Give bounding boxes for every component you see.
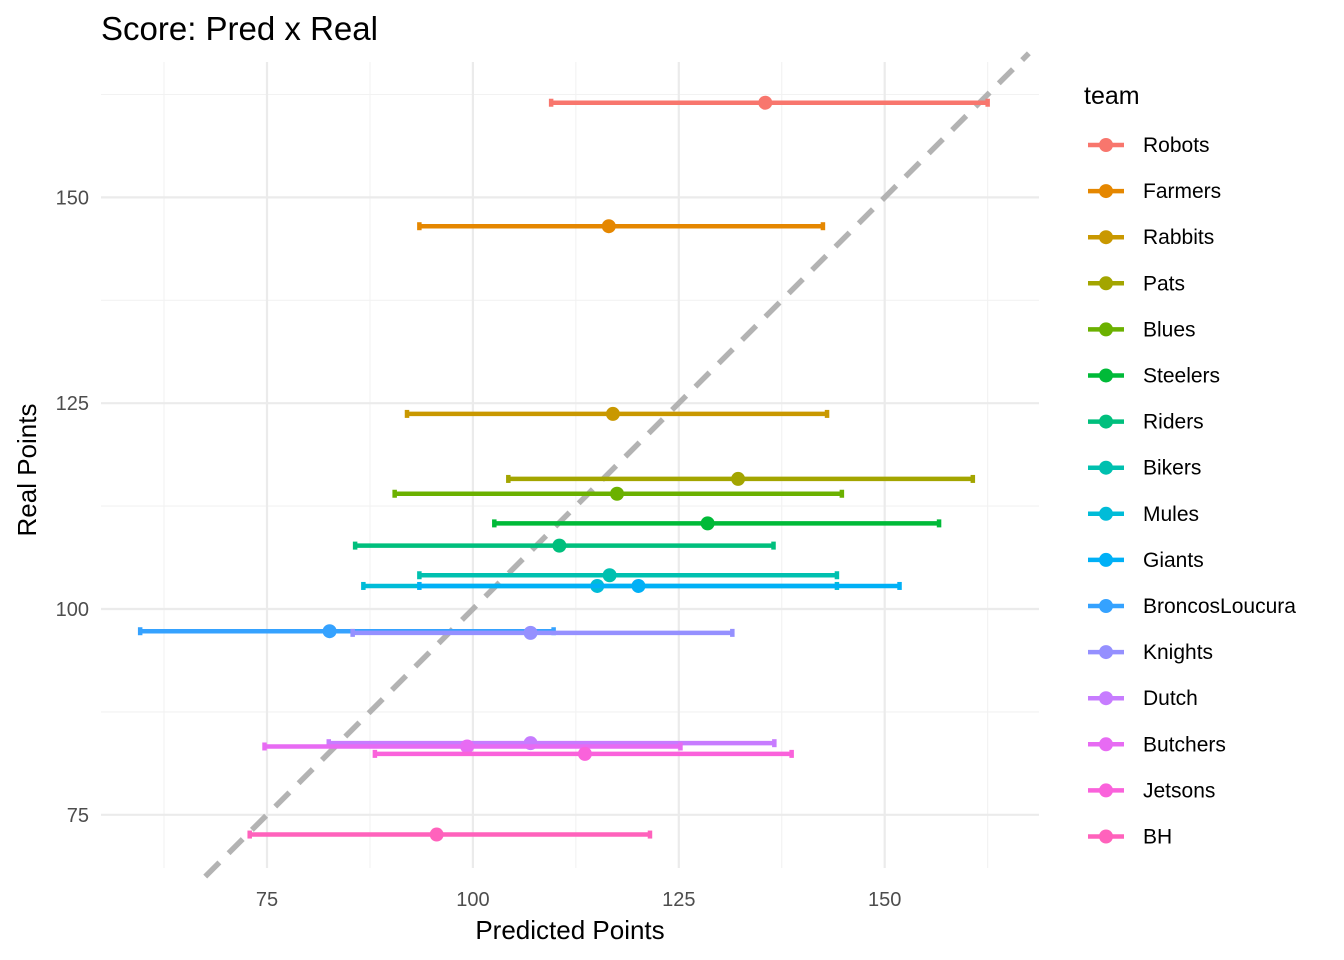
y-axis-title: Real Points [12, 404, 42, 537]
legend-title: team [1084, 82, 1140, 110]
legend-item: Mules [1088, 503, 1199, 526]
legend-item: Robots [1088, 134, 1210, 157]
legend-label: Rabbits [1143, 226, 1214, 249]
x-tick-label: 100 [456, 889, 489, 911]
legend-key-point [1099, 645, 1113, 660]
data-point [429, 827, 444, 842]
series-bh [247, 827, 653, 842]
legend-label: Robots [1143, 134, 1210, 157]
data-point [460, 739, 475, 754]
legend-label: Blues [1143, 318, 1196, 341]
series-jetsons [372, 746, 794, 761]
series-pats [506, 471, 976, 486]
data-point [758, 95, 773, 110]
legend-label: Farmers [1143, 180, 1221, 203]
data-point [700, 516, 715, 531]
legend-key-point [1099, 368, 1113, 383]
gridlines [101, 62, 1039, 868]
legend-item: Pats [1088, 272, 1185, 295]
series-steelers [492, 516, 942, 531]
legend-item: Steelers [1088, 365, 1220, 388]
legend-item: BH [1088, 826, 1172, 849]
x-tick-label: 125 [662, 889, 695, 911]
legend-label: Mules [1143, 503, 1199, 526]
legend-item: Knights [1088, 641, 1213, 664]
data-point [552, 538, 567, 553]
data-point [610, 486, 625, 501]
series-giants [417, 578, 902, 593]
legend-label: Giants [1143, 549, 1204, 572]
legend-key-point [1099, 460, 1113, 475]
legend-item: Dutch [1088, 687, 1198, 710]
legend-key-point [1099, 829, 1113, 844]
series-blues [392, 486, 845, 501]
series-robots [548, 95, 990, 110]
data-point [631, 578, 646, 593]
legend: team Robots Farmers Rabbits Pats Blues Steele… [1084, 82, 1296, 849]
series-knights [350, 625, 735, 640]
y-tick-label: 125 [56, 393, 89, 415]
y-axis: 75 100 125 150 [56, 187, 89, 826]
legend-label: Dutch [1143, 687, 1198, 710]
y-tick-label: 150 [56, 187, 89, 209]
legend-label: Pats [1143, 272, 1185, 295]
reference-line [203, 51, 1031, 879]
series-group [137, 95, 990, 842]
legend-item: Giants [1088, 549, 1204, 572]
series-rabbits [404, 406, 830, 421]
x-tick-label: 150 [868, 889, 901, 911]
data-point [602, 568, 617, 583]
x-axis: 75 100 125 150 [256, 889, 902, 911]
data-point [523, 625, 538, 640]
legend-key-point [1099, 322, 1113, 337]
legend-label: Steelers [1143, 365, 1220, 388]
x-tick-label: 75 [256, 889, 278, 911]
legend-key-point [1099, 783, 1113, 798]
series-butchers [262, 739, 683, 754]
legend-item: Farmers [1088, 180, 1221, 203]
legend-label: Jetsons [1143, 779, 1215, 802]
reference-line-group [203, 51, 1031, 879]
legend-item: Jetsons [1088, 779, 1215, 802]
data-point [601, 219, 616, 234]
legend-key-point [1099, 230, 1113, 245]
legend-item: Bikers [1088, 457, 1201, 480]
legend-key-point [1099, 737, 1113, 752]
data-point [577, 746, 592, 761]
legend-item: Blues [1088, 318, 1196, 341]
data-point [322, 624, 337, 639]
legend-label: Riders [1143, 411, 1204, 434]
legend-key-point [1099, 599, 1113, 613]
legend-label: BH [1143, 826, 1172, 849]
series-bikers [417, 568, 840, 583]
legend-label: Knights [1143, 641, 1213, 664]
legend-label: Butchers [1143, 733, 1226, 756]
chart-title: Score: Pred x Real [101, 10, 378, 47]
legend-key-point [1099, 691, 1113, 706]
legend-item: BroncosLoucura [1088, 595, 1296, 618]
x-axis-title: Predicted Points [475, 915, 664, 945]
legend-key-point [1099, 552, 1113, 567]
y-tick-label: 75 [67, 805, 89, 827]
data-point [731, 471, 746, 486]
y-tick-label: 100 [56, 599, 89, 621]
legend-key-point [1099, 276, 1113, 291]
series-riders [352, 538, 776, 553]
legend-items: Robots Farmers Rabbits Pats Blues Steelers Rid… [1088, 134, 1296, 849]
series-farmers [417, 219, 826, 234]
legend-item: Rabbits [1088, 226, 1214, 249]
legend-item: Butchers [1088, 733, 1226, 756]
legend-label: BroncosLoucura [1143, 595, 1296, 618]
legend-key-point [1099, 184, 1113, 199]
legend-key-point [1099, 414, 1113, 429]
legend-key-point [1099, 506, 1113, 521]
legend-key-point [1099, 138, 1113, 152]
data-point [605, 406, 620, 421]
legend-label: Bikers [1143, 457, 1201, 480]
legend-item: Riders [1088, 411, 1204, 434]
